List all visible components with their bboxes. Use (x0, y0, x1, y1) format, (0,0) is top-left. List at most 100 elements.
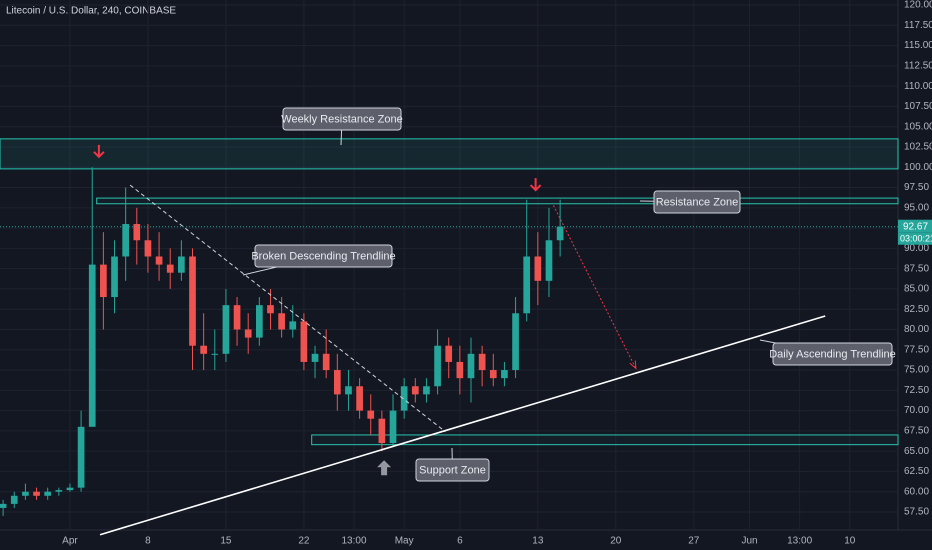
candle-body (478, 353, 486, 371)
candle-body (278, 313, 285, 330)
candle-body (400, 386, 408, 411)
candle-body (512, 313, 519, 371)
callout-text: Weekly Resistance Zone (281, 113, 402, 125)
x-tick-label: 10 (844, 536, 856, 547)
y-tick-label: 115.00 (904, 40, 932, 51)
chart-title: Litecoin / U.S. Dollar, 240, COINBASE (6, 6, 176, 17)
candle-body (166, 264, 174, 273)
trendline (99, 315, 826, 536)
candle-body (501, 370, 508, 379)
callout-text: Broken Descending Trendline (251, 250, 395, 262)
candle-body (267, 305, 274, 314)
candle-body (77, 426, 85, 488)
candle-body (356, 386, 363, 411)
candle-body (22, 491, 29, 496)
arrow-shape (529, 178, 542, 192)
candle-body (300, 321, 308, 362)
candle-body (434, 345, 441, 387)
candle-body (556, 226, 564, 241)
candle-body (155, 256, 163, 265)
y-tick-label: 117.50 (904, 20, 932, 31)
x-tick-label: 13:00 (342, 536, 367, 547)
y-tick-label: 107.50 (904, 101, 932, 112)
callout-text: Resistance Zone (656, 196, 739, 208)
candle-body (111, 256, 118, 298)
arrow-shape (377, 460, 392, 476)
callout: Broken Descending Trendline (242, 244, 396, 276)
y-tick-label: 85.00 (904, 284, 929, 295)
x-tick-label: Jun (741, 536, 757, 547)
callout-text: Support Zone (419, 464, 486, 476)
candle-body (55, 490, 63, 492)
candle-body (545, 240, 553, 281)
x-tick-label: May (395, 536, 414, 547)
x-tick-label: 22 (298, 536, 310, 547)
candle-body (445, 345, 453, 362)
y-tick-label: 87.50 (904, 263, 929, 274)
zone (96, 197, 899, 205)
y-tick-label: 110.00 (904, 81, 932, 92)
candle-body (100, 264, 107, 298)
callout: Weekly Resistance Zone (281, 107, 403, 146)
candle-body (88, 264, 96, 427)
y-tick-label: 67.50 (904, 426, 929, 437)
candle-body (222, 305, 230, 354)
candle-body (244, 329, 252, 338)
trendline (129, 184, 446, 433)
callout: Support Zone (415, 447, 490, 482)
y-tick-label: 90.00 (904, 243, 929, 254)
arrow-shape (93, 144, 105, 159)
candle-body (189, 256, 196, 346)
candle-body (233, 305, 241, 330)
countdown-box (898, 232, 932, 245)
y-tick-label: 75.00 (904, 365, 929, 376)
y-tick-label: 82.50 (904, 304, 929, 315)
last-price-label: 92.67 (903, 221, 928, 232)
y-tick-label: 102.50 (904, 142, 932, 153)
callout-box (772, 342, 893, 366)
callout: Daily Ascending Trendline (759, 339, 896, 366)
candle-body (255, 305, 263, 338)
y-tick-label: 60.00 (904, 486, 929, 497)
candle-body (44, 491, 52, 496)
candle-body (144, 240, 152, 257)
x-tick-label: 8 (145, 536, 151, 547)
countdown-label: 03:00:21 (900, 234, 932, 244)
callout-text: Daily Ascending Trendline (769, 348, 896, 360)
candle-body (0, 503, 7, 508)
candle-body (211, 353, 219, 355)
callout: Resistance Zone (639, 190, 741, 214)
candle-body (389, 410, 397, 444)
callout-box (415, 458, 490, 482)
candle-body (122, 224, 130, 257)
candle-body (10, 495, 18, 504)
candle-body (534, 256, 542, 281)
callout-box (254, 244, 393, 268)
candle-body (423, 386, 430, 395)
candle-body (467, 353, 475, 379)
zone (311, 434, 899, 446)
marker-arrow (93, 144, 105, 159)
y-tick-label: 80.00 (904, 324, 929, 335)
candle-body (523, 256, 531, 314)
arrow-head (629, 360, 637, 370)
y-tick-label: 72.50 (904, 385, 929, 396)
x-tick-label: 13:00 (787, 536, 812, 547)
candle-body (322, 353, 330, 371)
x-tick-label: 20 (610, 536, 622, 547)
y-tick-label: 77.50 (904, 344, 929, 355)
y-tick-label: 95.00 (904, 202, 929, 213)
candle-body (33, 491, 40, 496)
marker-arrow (377, 460, 392, 476)
trendline (552, 205, 637, 369)
candle-body (367, 410, 375, 419)
y-tick-label: 100.00 (904, 162, 932, 173)
y-tick-label: 112.50 (904, 61, 932, 72)
y-tick-label: 57.50 (904, 507, 929, 518)
callout-box (282, 107, 402, 131)
y-tick-label: 97.50 (904, 182, 929, 193)
x-tick-label: 13 (532, 536, 544, 547)
candle-body (489, 370, 497, 379)
